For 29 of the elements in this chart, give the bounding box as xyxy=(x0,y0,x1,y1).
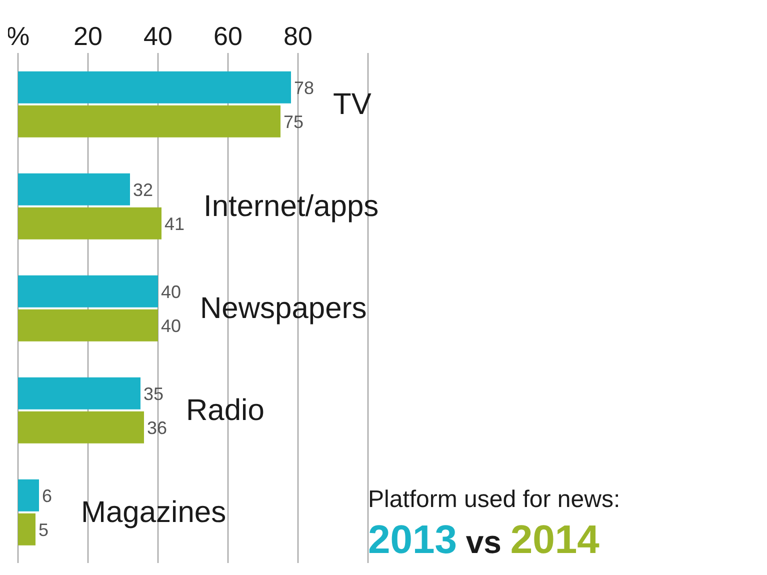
text: vs xyxy=(464,524,502,560)
y-tick-label: Radio xyxy=(186,394,264,427)
data-label: 32 xyxy=(133,180,154,200)
legend-title: Platform used for news: xyxy=(368,486,622,514)
data-label: 5 xyxy=(38,520,49,540)
x-tick-label: 80 xyxy=(284,21,312,51)
bar xyxy=(18,513,36,546)
text: 2013 xyxy=(368,518,457,562)
x-tick-label: 20 xyxy=(74,21,102,51)
data-label: 41 xyxy=(164,214,185,234)
bar xyxy=(18,377,140,410)
y-tick-label: Newspapers xyxy=(200,292,367,325)
data-label: 6 xyxy=(42,486,52,506)
bar xyxy=(18,309,158,342)
bar xyxy=(18,173,130,206)
bar xyxy=(18,479,39,512)
bar xyxy=(18,207,162,240)
x-tick-label: 60 xyxy=(214,21,242,51)
text: 2014 xyxy=(510,518,600,562)
data-label: 40 xyxy=(161,316,182,336)
y-tick-label: Internet/apps xyxy=(204,190,379,223)
bar xyxy=(18,71,291,104)
y-tick-label: Magazines xyxy=(81,496,226,529)
bar xyxy=(18,411,144,444)
data-label: 40 xyxy=(161,282,182,302)
bar xyxy=(18,105,280,138)
y-tick-label: TV xyxy=(333,88,372,121)
bar xyxy=(18,275,158,308)
x-tick-label: 40 xyxy=(144,21,172,51)
